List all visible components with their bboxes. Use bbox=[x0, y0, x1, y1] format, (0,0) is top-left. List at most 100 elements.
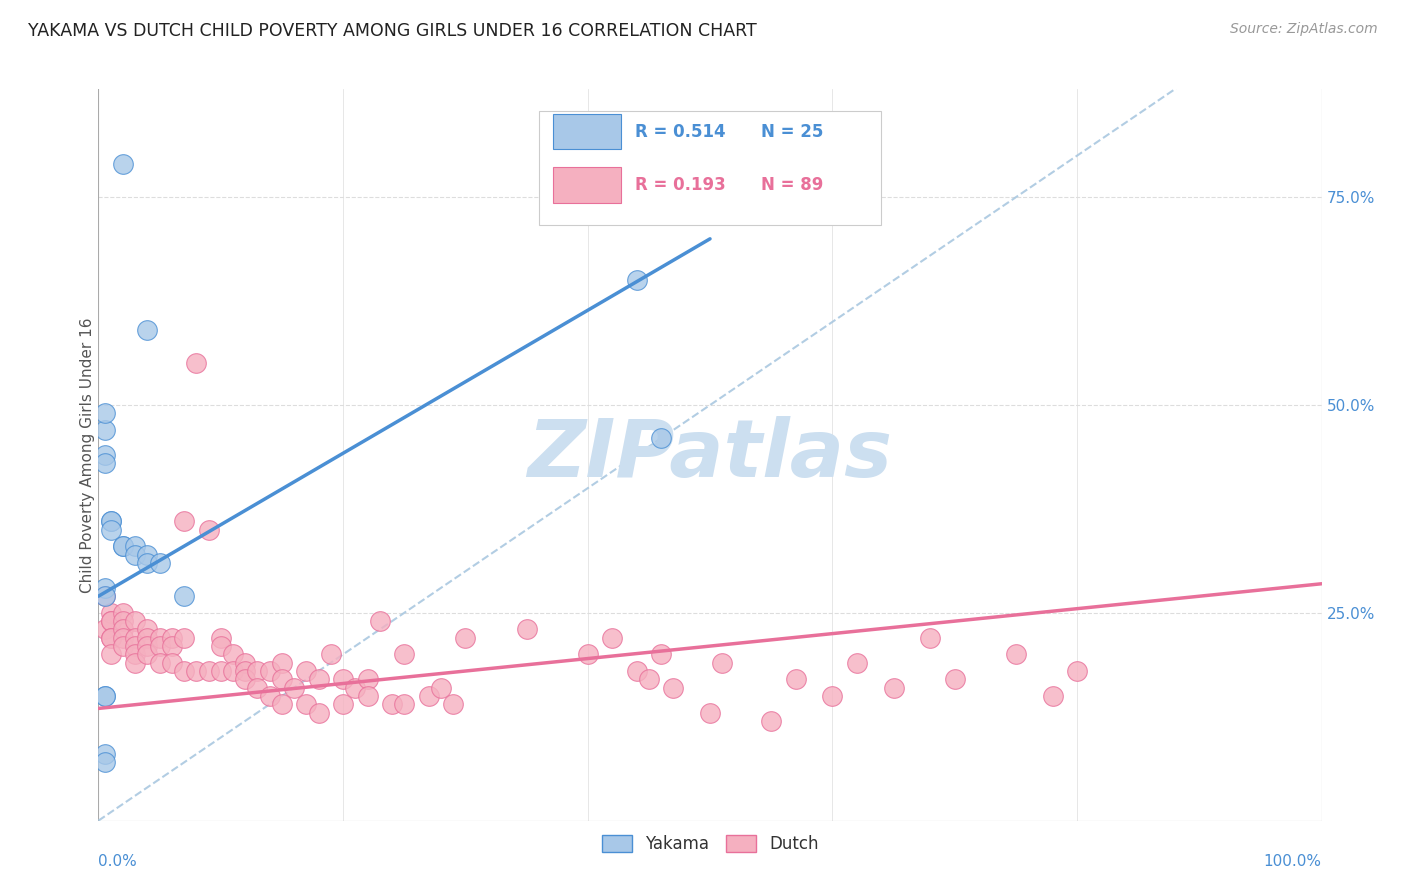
Y-axis label: Child Poverty Among Girls Under 16: Child Poverty Among Girls Under 16 bbox=[80, 318, 94, 592]
Point bbox=[576, 648, 599, 662]
Point bbox=[1066, 664, 1088, 678]
Point bbox=[943, 673, 966, 687]
Point bbox=[100, 523, 122, 537]
Point bbox=[100, 631, 122, 645]
Point bbox=[160, 656, 183, 670]
Point bbox=[356, 673, 378, 687]
Point bbox=[93, 448, 115, 462]
FancyBboxPatch shape bbox=[554, 114, 620, 149]
Point bbox=[160, 631, 183, 645]
Point bbox=[1004, 648, 1026, 662]
Point bbox=[319, 648, 342, 662]
Point bbox=[124, 548, 146, 562]
Point bbox=[186, 664, 208, 678]
Point bbox=[344, 681, 367, 695]
Point bbox=[173, 515, 195, 529]
Point bbox=[246, 664, 269, 678]
Point bbox=[845, 656, 868, 670]
Point bbox=[209, 664, 232, 678]
Point bbox=[186, 356, 208, 370]
Point bbox=[197, 523, 219, 537]
Point bbox=[124, 614, 146, 628]
Point bbox=[711, 656, 734, 670]
Text: ZIPatlas: ZIPatlas bbox=[527, 416, 893, 494]
Point bbox=[332, 698, 354, 712]
Point bbox=[430, 681, 453, 695]
Point bbox=[111, 539, 134, 553]
Point bbox=[111, 157, 134, 171]
Point bbox=[222, 648, 245, 662]
Point bbox=[173, 589, 195, 603]
Point bbox=[821, 689, 844, 703]
Point bbox=[295, 664, 318, 678]
Text: R = 0.514: R = 0.514 bbox=[636, 122, 725, 141]
Point bbox=[93, 747, 115, 761]
Point bbox=[332, 673, 354, 687]
Text: N = 89: N = 89 bbox=[762, 176, 824, 194]
Point bbox=[111, 623, 134, 637]
Point bbox=[111, 639, 134, 653]
Point bbox=[626, 664, 648, 678]
Point bbox=[93, 423, 115, 437]
Point bbox=[650, 431, 672, 445]
Point bbox=[209, 639, 232, 653]
Point bbox=[295, 698, 318, 712]
Point bbox=[308, 673, 330, 687]
Point bbox=[100, 631, 122, 645]
Point bbox=[100, 515, 122, 529]
Point bbox=[136, 548, 159, 562]
Point bbox=[149, 631, 172, 645]
Point bbox=[111, 614, 134, 628]
Point bbox=[124, 639, 146, 653]
Point bbox=[93, 689, 115, 703]
Point bbox=[124, 631, 146, 645]
Point bbox=[124, 656, 146, 670]
Point bbox=[111, 606, 134, 620]
Point bbox=[600, 631, 623, 645]
Point bbox=[93, 581, 115, 595]
Point bbox=[761, 714, 783, 728]
Legend: Yakama, Dutch: Yakama, Dutch bbox=[595, 829, 825, 860]
Point bbox=[638, 673, 661, 687]
Point bbox=[111, 539, 134, 553]
Point bbox=[270, 656, 294, 670]
Point bbox=[124, 539, 146, 553]
Point bbox=[441, 698, 464, 712]
Point bbox=[392, 698, 416, 712]
Point bbox=[93, 756, 115, 770]
Point bbox=[392, 648, 416, 662]
Point bbox=[259, 664, 281, 678]
Point bbox=[100, 606, 122, 620]
Point bbox=[246, 681, 269, 695]
Point bbox=[136, 639, 159, 653]
Point bbox=[93, 406, 115, 420]
Text: N = 25: N = 25 bbox=[762, 122, 824, 141]
Point bbox=[920, 631, 942, 645]
Point bbox=[233, 673, 256, 687]
Point bbox=[124, 648, 146, 662]
Point bbox=[136, 648, 159, 662]
Point bbox=[149, 656, 172, 670]
Point bbox=[381, 698, 404, 712]
Point bbox=[111, 631, 134, 645]
Point bbox=[883, 681, 905, 695]
Point bbox=[418, 689, 440, 703]
FancyBboxPatch shape bbox=[554, 168, 620, 202]
Point bbox=[259, 689, 281, 703]
Point bbox=[650, 648, 672, 662]
Point bbox=[699, 706, 721, 720]
Point bbox=[197, 664, 219, 678]
Point bbox=[515, 623, 537, 637]
Point bbox=[93, 456, 115, 470]
Point bbox=[173, 664, 195, 678]
Point bbox=[100, 614, 122, 628]
Text: 0.0%: 0.0% bbox=[98, 854, 138, 869]
Point bbox=[173, 631, 195, 645]
Text: R = 0.193: R = 0.193 bbox=[636, 176, 725, 194]
Point bbox=[136, 623, 159, 637]
Text: 100.0%: 100.0% bbox=[1264, 854, 1322, 869]
Point bbox=[136, 631, 159, 645]
Point bbox=[283, 681, 305, 695]
Point bbox=[454, 631, 477, 645]
Point bbox=[356, 689, 378, 703]
